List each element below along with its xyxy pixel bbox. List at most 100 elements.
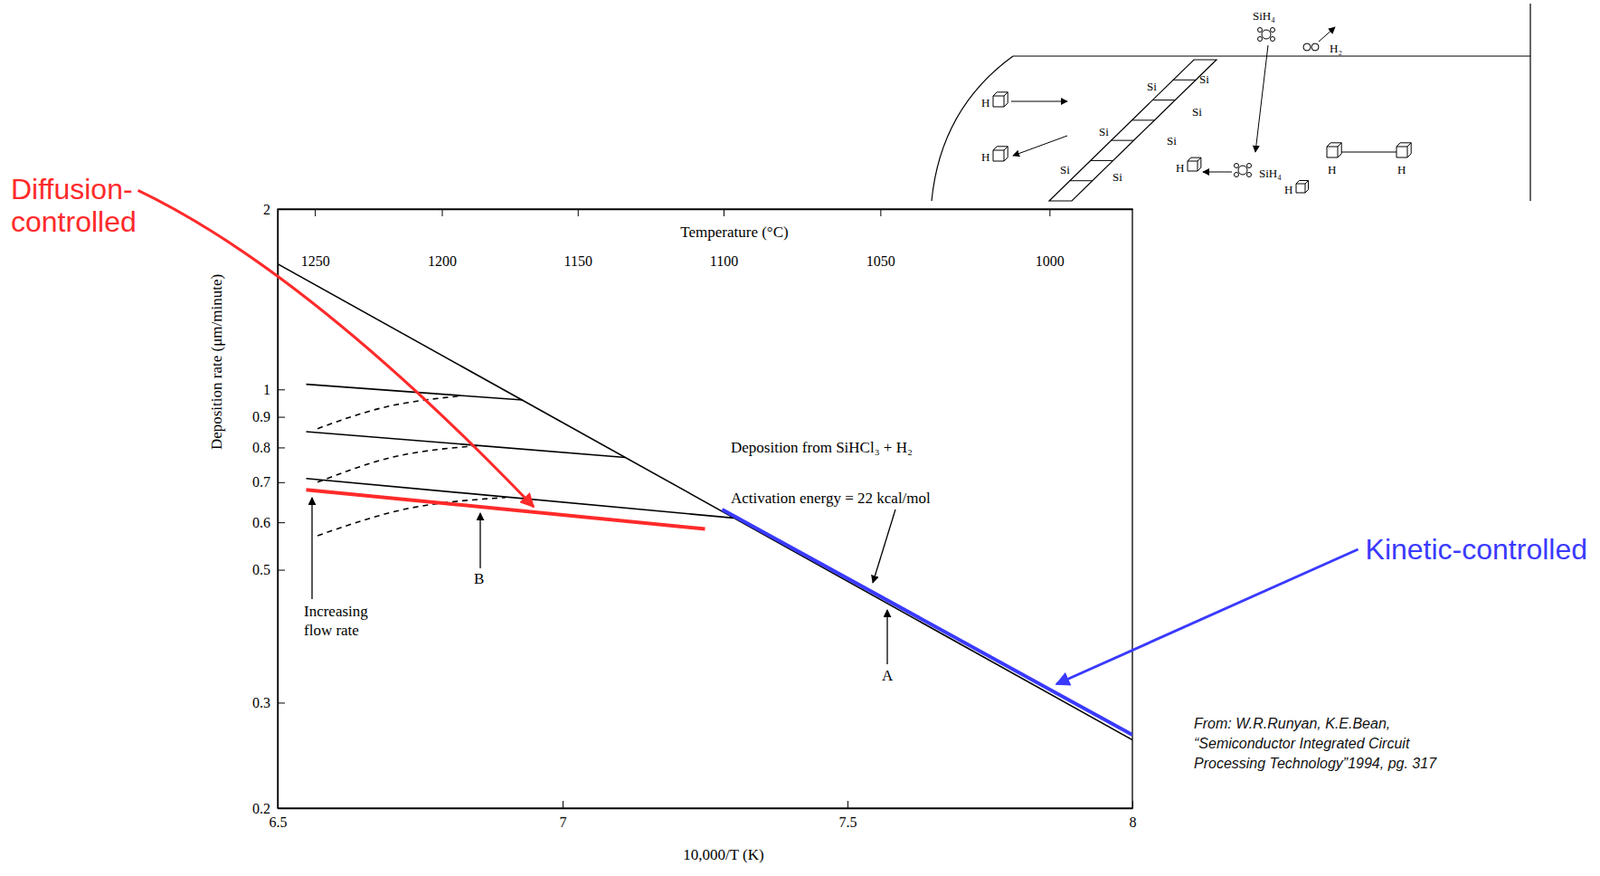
line [306, 431, 626, 457]
tick: 1 [263, 381, 285, 398]
annotation-line: Increasing [303, 602, 369, 620]
tick-mark [562, 800, 564, 808]
tick-label: 7 [559, 814, 568, 830]
arrow [886, 609, 888, 664]
inset-atom [1258, 28, 1263, 33]
tick-mark [723, 208, 725, 217]
inset-bond [1341, 151, 1397, 153]
tick-mark [847, 800, 849, 808]
annotation: Deposition from SiHCl₃ + H₂ [730, 438, 913, 456]
tick-mark [277, 482, 285, 483]
tick-label: 0.3 [252, 694, 271, 711]
tick-label: 0.6 [252, 514, 271, 531]
tick-label: 0.2 [252, 800, 271, 816]
tick: 0.9 [252, 408, 285, 425]
inset-label: Si [1199, 72, 1210, 86]
line [306, 384, 523, 400]
tick-label: 0.9 [252, 408, 271, 425]
inset-atom [1247, 172, 1252, 178]
inset-label: H [981, 95, 990, 110]
x2-axis-title: Temperature (°C) [680, 223, 788, 241]
tick-mark [1132, 800, 1134, 808]
tick: 0.5 [252, 561, 285, 578]
tick-mark [314, 208, 316, 217]
tick-mark [277, 388, 285, 390]
tick-label: 1150 [564, 253, 593, 269]
inset-ledge-divider [1173, 79, 1196, 81]
tick-mark [277, 521, 285, 523]
arrow [311, 497, 313, 599]
annotation-line: flow rate [303, 621, 360, 639]
tick-mark [880, 208, 881, 217]
tick: 7.5 [839, 800, 858, 830]
inset-cube [1326, 142, 1342, 158]
inset-label: Si [1166, 133, 1177, 148]
inset-atom [1270, 28, 1276, 33]
y-axis-title: Deposition rate (μm/minute) [208, 274, 226, 450]
tick-label: 1050 [866, 253, 896, 269]
series-labels: ABDiffusion-controlledKinetic-controlled [10, 172, 1588, 684]
inset-ledge-divider [1131, 119, 1155, 121]
inset-plane-edge [1013, 55, 1531, 57]
arrow [872, 509, 896, 583]
tick: 0.6 [252, 514, 285, 531]
tick-label: 0.7 [252, 473, 271, 490]
inset-label: Si [1146, 79, 1157, 94]
y-axis-line [277, 209, 279, 809]
inset-ledge-divider [1090, 160, 1114, 161]
chart-canvas: 6.577.580.20.30.50.60.70.80.912125012001… [0, 0, 1600, 876]
inset-atom [1303, 43, 1311, 51]
tick-label: 1200 [427, 253, 457, 269]
tick: 8 [1129, 800, 1137, 830]
tick-label: 0.5 [252, 561, 271, 578]
tick: 1200 [427, 208, 457, 269]
tick-label: 2 [263, 201, 271, 218]
arrow [138, 189, 534, 507]
source-note: From: W.R.Runyan, K.E.Bean,“Semiconducto… [1193, 715, 1438, 771]
arrow [479, 512, 481, 569]
line [277, 264, 1133, 740]
tick-mark [1049, 208, 1051, 217]
inset-cube [1187, 157, 1202, 171]
inset-label: H [1284, 182, 1293, 197]
source-line: Processing Technology”1994, pg. 317 [1193, 755, 1438, 771]
inset-ledge-divider [1111, 140, 1135, 142]
inset-plane-edge [931, 56, 1014, 201]
tick-label: 7.5 [839, 814, 858, 830]
series-label: A [881, 666, 894, 684]
line [721, 509, 1133, 735]
inset-ledge-divider [1069, 179, 1093, 181]
inset-label: H [1397, 162, 1406, 177]
tick-label: 1250 [301, 253, 331, 269]
inset-atom [1311, 43, 1319, 51]
tick-mark [277, 701, 285, 703]
tick-label: 1000 [1035, 253, 1065, 269]
inset-atom [1247, 163, 1252, 169]
dashed-line [317, 497, 506, 536]
plot-area [277, 264, 1133, 740]
inset-label: Si [1112, 170, 1123, 184]
arrow [1318, 27, 1335, 42]
inset-label: Si [1098, 124, 1109, 139]
arrow [1202, 171, 1232, 173]
tick: 0.8 [252, 439, 285, 455]
arrow [1056, 549, 1359, 684]
inset-ledge-divider [1152, 99, 1175, 101]
tick: 7 [559, 800, 568, 830]
x2-axis-line [278, 208, 1134, 210]
line [306, 489, 706, 529]
annotation: Increasingflow rate [303, 602, 369, 639]
annotation: Activation energy = 22 kcal/mol [730, 489, 931, 507]
tick-mark [277, 807, 285, 809]
arrow [1011, 101, 1068, 103]
source-line: “Semiconductor Integrated Circuit [1193, 735, 1411, 751]
y-axis: 0.2 0.3 0.5 0.6 0.7 0.8 0.9 1 2 [252, 201, 285, 816]
inset-label: Si [1060, 162, 1070, 177]
inset-atom [1238, 165, 1248, 175]
tick-mark [277, 416, 285, 418]
inset-atom [1261, 29, 1271, 39]
x2-axis: 125012001150110010501000 [278, 208, 1134, 269]
inset-border [1529, 3, 1531, 201]
inset-cube [1396, 142, 1411, 158]
tick: 1150 [564, 208, 593, 269]
